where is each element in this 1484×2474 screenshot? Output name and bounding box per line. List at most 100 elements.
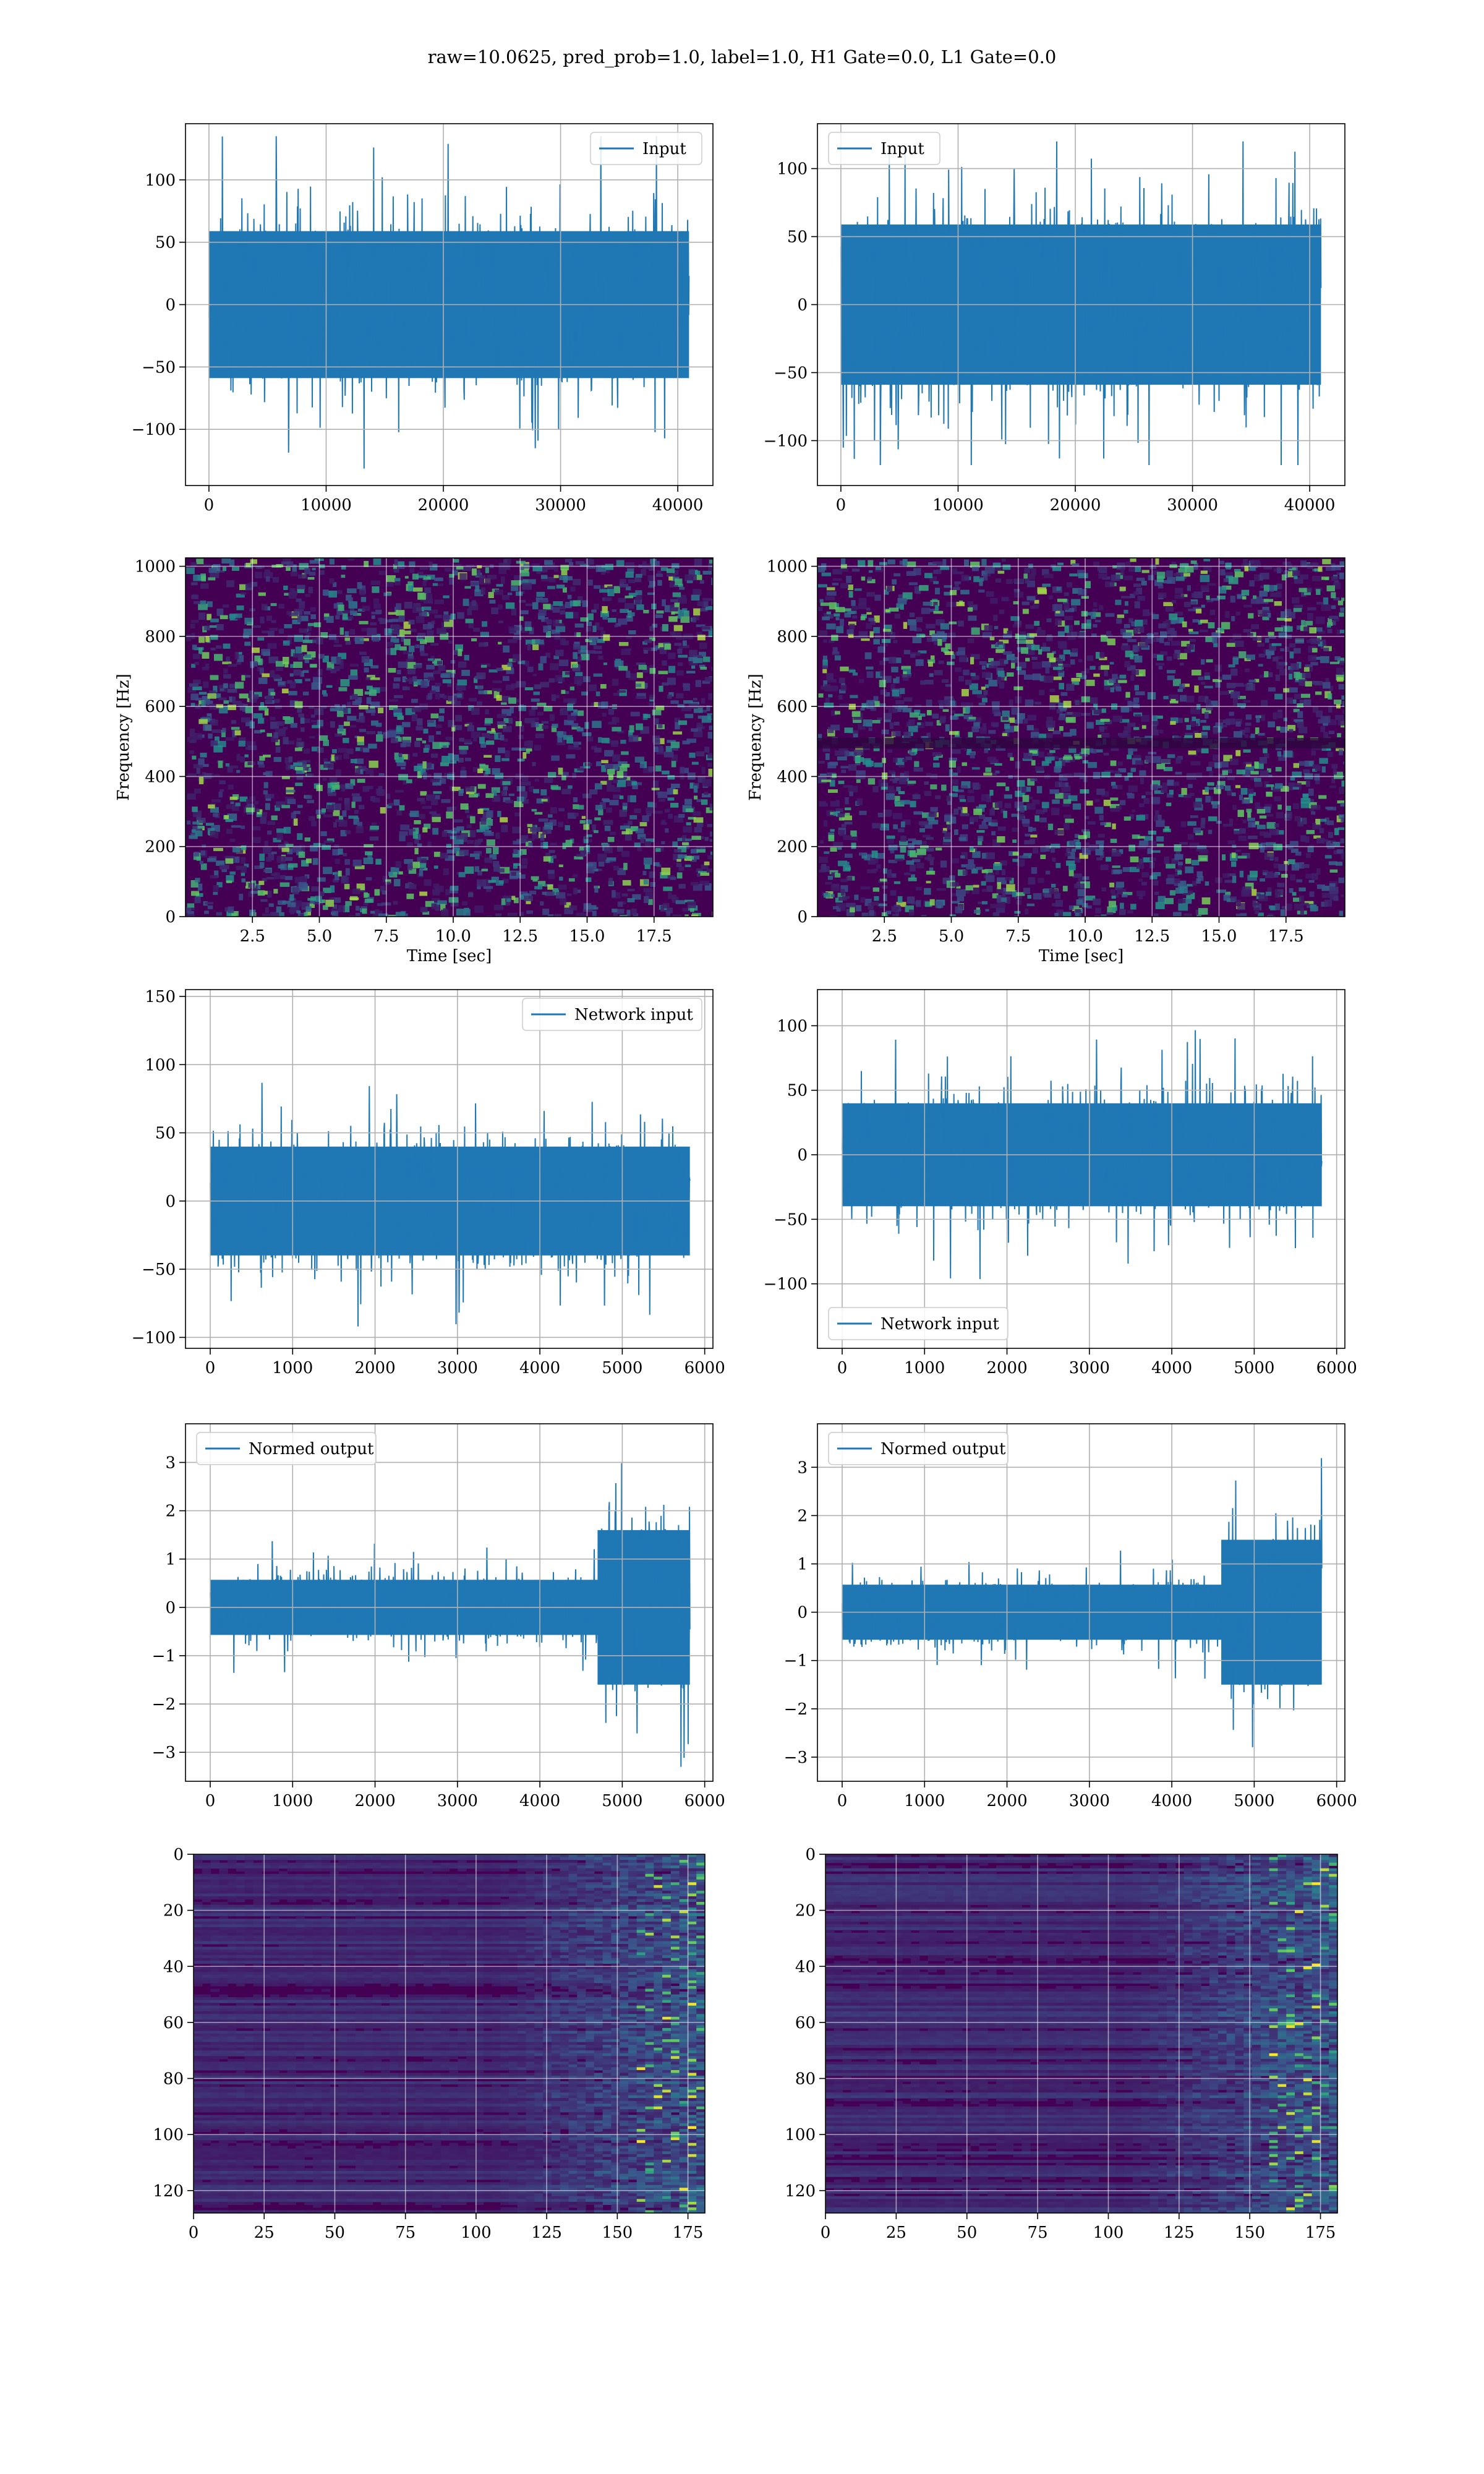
y-tick-label: 600 bbox=[145, 698, 176, 716]
x-tick-label: 15.0 bbox=[1201, 927, 1237, 946]
x-tick-label: 40000 bbox=[652, 496, 704, 515]
chart-p5: 0 1000 2000 3000 4000 5000 6000 −100 −50 0 50 100 15… bbox=[132, 988, 725, 1377]
y-tick-label: 0 bbox=[805, 1846, 816, 1864]
y-tick-label: 400 bbox=[777, 768, 808, 786]
x-tick-label: 150 bbox=[602, 2224, 633, 2242]
x-tick-label: 20000 bbox=[418, 496, 469, 515]
x-tick-label: 30000 bbox=[535, 496, 586, 515]
x-tick-label: 6000 bbox=[684, 1359, 725, 1377]
legend: Input bbox=[828, 132, 940, 165]
x-tick-label: 50 bbox=[957, 2224, 977, 2242]
axes-frame bbox=[185, 989, 714, 1349]
x-tick-label: 0 bbox=[836, 496, 846, 515]
y-tick-label: 40 bbox=[795, 1958, 816, 1976]
y-tick-label: −100 bbox=[764, 1275, 808, 1294]
x-tick-label: 2000 bbox=[986, 1792, 1027, 1810]
legend-label: Normed output bbox=[881, 1440, 1006, 1458]
y-axis-label: Frequency [Hz] bbox=[114, 674, 133, 801]
x-tick-label: 100 bbox=[461, 2224, 492, 2242]
x-axis-label: Time [sec] bbox=[407, 947, 492, 965]
y-tick-label: −100 bbox=[132, 1329, 176, 1347]
y-tick-label: 200 bbox=[145, 838, 176, 857]
chart-p6: 0 1000 2000 3000 4000 5000 6000 −100 −50 0 50 100 Ne… bbox=[764, 989, 1357, 1377]
x-tick-label: 17.5 bbox=[636, 927, 672, 946]
y-tick-label: 0 bbox=[797, 1604, 808, 1622]
x-tick-label: 10.0 bbox=[435, 927, 471, 946]
x-tick-label: 6000 bbox=[684, 1792, 725, 1810]
figure-title: raw=10.0625, pred_prob=1.0, label=1.0, H… bbox=[428, 46, 1057, 68]
plot-area bbox=[208, 136, 690, 469]
y-tick-label: 2 bbox=[165, 1502, 176, 1521]
axes-frame bbox=[817, 1423, 1345, 1782]
chart-p8: 0 1000 2000 3000 4000 5000 6000 −3 −2 −1 0 1 2 3 Norme… bbox=[784, 1423, 1357, 1810]
chart-p3: 2.5 5.0 7.5 10.0 12.5 15.0 17.5 0 200 400 600 800 10… bbox=[114, 557, 714, 965]
axes-frame bbox=[193, 1854, 706, 2214]
y-tick-label: 80 bbox=[163, 2070, 184, 2089]
y-tick-label: 0 bbox=[797, 296, 808, 315]
x-tick-label: 12.5 bbox=[502, 927, 538, 946]
y-tick-label: −50 bbox=[774, 364, 808, 382]
chart-p9: 0 25 50 75 100 125 150 175 0 20 40 60 80 100 120 bbox=[153, 1846, 706, 2242]
x-tick-label: 2000 bbox=[354, 1792, 395, 1810]
axes-frame bbox=[817, 989, 1345, 1349]
series-line bbox=[840, 141, 1322, 466]
y-tick-label: 50 bbox=[155, 1124, 176, 1143]
y-tick-label: 600 bbox=[777, 698, 808, 716]
y-tick-label: −50 bbox=[774, 1210, 808, 1229]
y-tick-label: 100 bbox=[145, 1056, 176, 1074]
y-tick-label: 200 bbox=[777, 838, 808, 857]
x-tick-label: 2000 bbox=[986, 1359, 1027, 1377]
y-tick-label: 120 bbox=[785, 2182, 816, 2201]
x-tick-label: 5000 bbox=[602, 1792, 642, 1810]
x-tick-label: 7.5 bbox=[1005, 927, 1031, 946]
y-tick-label: −100 bbox=[764, 432, 808, 450]
x-tick-label: 100 bbox=[1093, 2224, 1124, 2242]
x-tick-label: 25 bbox=[886, 2224, 906, 2242]
chart-p1: 0 10000 20000 30000 40000 −100 −50 0 50 100 Input bbox=[132, 123, 714, 515]
x-tick-label: 4000 bbox=[519, 1359, 560, 1377]
plot-area bbox=[186, 558, 713, 917]
x-tick-label: 1000 bbox=[904, 1792, 945, 1810]
y-tick-label: 150 bbox=[145, 988, 176, 1006]
y-tick-label: 0 bbox=[165, 1192, 176, 1211]
x-tick-label: 25 bbox=[254, 2224, 275, 2242]
y-axis-label: Frequency [Hz] bbox=[746, 674, 765, 801]
x-tick-label: 1000 bbox=[272, 1792, 313, 1810]
x-tick-label: 3000 bbox=[437, 1792, 478, 1810]
y-tick-label: −1 bbox=[784, 1652, 808, 1671]
chart-p10: 0 25 50 75 100 125 150 175 0 20 40 60 80 100 120 bbox=[785, 1846, 1338, 2242]
y-tick-label: −3 bbox=[784, 1748, 808, 1767]
x-tick-label: 10000 bbox=[932, 496, 984, 515]
x-tick-label: 7.5 bbox=[373, 927, 399, 946]
x-tick-label: 75 bbox=[395, 2224, 416, 2242]
y-tick-label: 0 bbox=[797, 1146, 808, 1165]
y-tick-label: −1 bbox=[152, 1647, 176, 1666]
plot-area bbox=[194, 1854, 705, 2213]
x-tick-label: 50 bbox=[325, 2224, 345, 2242]
x-tick-label: 15.0 bbox=[569, 927, 605, 946]
x-tick-label: 17.5 bbox=[1268, 927, 1304, 946]
y-tick-label: 400 bbox=[145, 768, 176, 786]
legend-label: Network input bbox=[574, 1006, 693, 1024]
y-tick-label: 100 bbox=[153, 2126, 184, 2144]
axes-frame bbox=[817, 557, 1345, 917]
y-tick-label: 100 bbox=[785, 2126, 816, 2144]
x-tick-label: 6000 bbox=[1316, 1792, 1357, 1810]
x-tick-label: 125 bbox=[1164, 2224, 1195, 2242]
series-line bbox=[210, 1463, 691, 1767]
x-tick-label: 0 bbox=[204, 496, 215, 515]
legend-label: Input bbox=[642, 140, 686, 158]
y-tick-label: 60 bbox=[795, 2014, 816, 2032]
x-tick-label: 175 bbox=[1305, 2224, 1336, 2242]
grid bbox=[186, 124, 713, 486]
y-tick-label: 800 bbox=[145, 628, 176, 646]
grid bbox=[817, 1424, 1345, 1781]
y-tick-label: 1000 bbox=[767, 558, 808, 576]
legend: Normed output bbox=[828, 1432, 1009, 1465]
x-tick-label: 3000 bbox=[1069, 1359, 1110, 1377]
series-line bbox=[208, 136, 690, 469]
plot-area bbox=[840, 141, 1322, 466]
x-tick-label: 2.5 bbox=[872, 927, 897, 946]
y-tick-label: 0 bbox=[165, 1599, 176, 1617]
